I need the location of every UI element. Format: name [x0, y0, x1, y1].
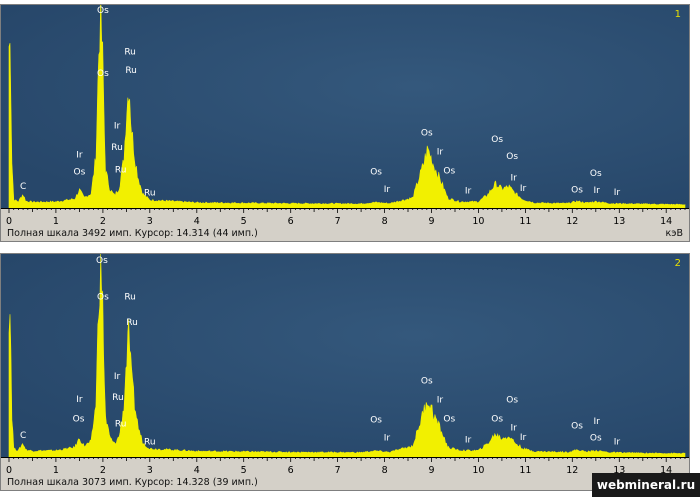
peak-label: C	[20, 431, 26, 441]
peak-label: Os	[73, 415, 85, 425]
x-tick-label: 14	[660, 216, 672, 227]
x-tick-label: 0	[6, 216, 12, 227]
x-tick-label: 2	[100, 216, 106, 227]
peak-label: Ru	[111, 143, 123, 153]
x-tick-label: 13	[613, 216, 625, 227]
spectrum-area	[8, 5, 686, 209]
peak-label: Ir	[384, 185, 391, 195]
peak-label: Os	[491, 135, 503, 145]
panel-number: 2	[675, 258, 681, 269]
peak-label: Os	[571, 185, 583, 195]
peak-label: Ru	[126, 318, 138, 328]
peak-label: Ru	[144, 437, 156, 447]
plot-background	[1, 254, 689, 457]
x-tick-label: 1	[53, 465, 59, 476]
peak-label: Ru	[124, 293, 136, 303]
peak-label: C	[20, 182, 26, 192]
x-tick-label: 6	[288, 216, 294, 227]
x-tick-label: 8	[382, 465, 388, 476]
peak-label: Os	[97, 6, 109, 16]
peak-label: Ir	[520, 433, 527, 443]
peak-label: Ru	[115, 165, 127, 175]
peak-label: Os	[97, 69, 109, 79]
peak-label: Ru	[115, 420, 127, 430]
watermark: webmineral.ru	[592, 473, 700, 497]
x-tick-label: 10	[472, 465, 484, 476]
peak-label: Ir	[437, 147, 444, 157]
peak-label: Os	[506, 152, 518, 162]
x-axis-strip	[1, 457, 689, 476]
x-tick-label: 2	[100, 465, 106, 476]
peak-label: Ir	[114, 122, 121, 132]
peak-label: Os	[590, 434, 602, 444]
x-tick-label: 4	[194, 465, 200, 476]
spectrum-panel-1: C Os Ru Os Ru Ir Ru Ir Os Ru Ru Os Ir Os Ir Os Ir Os Os Ir I…	[0, 4, 690, 242]
peak-label: Ir	[614, 188, 621, 198]
spectrum-panel-2: C Os Ru Os Ru Ir Ru Ir Os Ru Ru Os Ir Os Ir Os Ir Os Os Ir I…	[0, 253, 690, 491]
peak-label: Os	[370, 168, 382, 178]
x-axis-strip	[1, 208, 689, 227]
x-tick-label: 11	[519, 216, 531, 227]
x-tick-label: 3	[147, 465, 153, 476]
peak-label: Ir	[114, 372, 121, 382]
x-tick-label: 0	[6, 465, 12, 476]
peak-label: Os	[491, 415, 503, 425]
peak-label: Os	[96, 256, 108, 266]
peak-label: Os	[443, 415, 455, 425]
x-tick-label: 9	[428, 216, 434, 227]
unit-label-1: кэВ	[665, 228, 683, 239]
x-tick-label: 10	[472, 216, 484, 227]
peak-label: Os	[590, 169, 602, 179]
x-tick-label: 12	[566, 465, 578, 476]
peak-label: Ir	[614, 437, 621, 447]
status-bar-1: Полная шкала 3492 имп. Курсор: 14.314 (4…	[1, 227, 689, 241]
plot-background	[1, 5, 689, 208]
peak-label: Os	[74, 168, 86, 178]
x-tick-label: 7	[335, 216, 341, 227]
x-tick-label: 12	[566, 216, 578, 227]
spectrum-area	[8, 254, 686, 458]
status-text-1: Полная шкала 3492 имп. Курсор: 14.314 (4…	[7, 228, 258, 239]
peak-label: Os	[443, 166, 455, 176]
x-tick-label: 3	[147, 216, 153, 227]
x-tick-label: 13	[613, 465, 625, 476]
status-bar-2: Полная шкала 3073 имп. Курсор: 14.328 (3…	[1, 476, 689, 490]
peak-label: Os	[421, 376, 433, 386]
peak-label: Os	[571, 421, 583, 431]
peak-label: Ir	[465, 435, 472, 445]
x-tick-label: 9	[428, 465, 434, 476]
x-tick-label: 8	[382, 216, 388, 227]
x-tick-label: 5	[241, 465, 247, 476]
peak-label: Ir	[594, 417, 601, 427]
peak-label: Ir	[437, 395, 444, 405]
peak-label: Ir	[511, 174, 518, 184]
x-tick-label: 5	[241, 216, 247, 227]
peak-label: Ir	[465, 187, 472, 197]
peak-label: Ru	[144, 189, 156, 199]
peak-label: Os	[97, 293, 109, 303]
x-tick-label: 1	[53, 216, 59, 227]
peak-label: Ir	[594, 186, 601, 196]
x-tick-label: 7	[335, 465, 341, 476]
panel-number: 1	[675, 9, 681, 20]
peak-label: Os	[370, 416, 382, 426]
peak-label: Ir	[76, 151, 83, 161]
peak-label: Os	[421, 128, 433, 138]
peak-label: Ru	[112, 393, 124, 403]
peak-label: Ir	[384, 434, 391, 444]
peak-label: Ru	[125, 66, 137, 76]
peak-label: Ir	[511, 423, 518, 433]
peak-label: Os	[506, 395, 518, 405]
status-text-2: Полная шкала 3073 имп. Курсор: 14.328 (3…	[7, 477, 258, 488]
peak-label: Ir	[520, 184, 527, 194]
x-tick-label: 4	[194, 216, 200, 227]
x-tick-label: 6	[288, 465, 294, 476]
peak-label: Ru	[124, 47, 136, 57]
peak-label: Ir	[76, 395, 83, 405]
x-tick-label: 14	[660, 465, 672, 476]
x-tick-label: 11	[519, 465, 531, 476]
